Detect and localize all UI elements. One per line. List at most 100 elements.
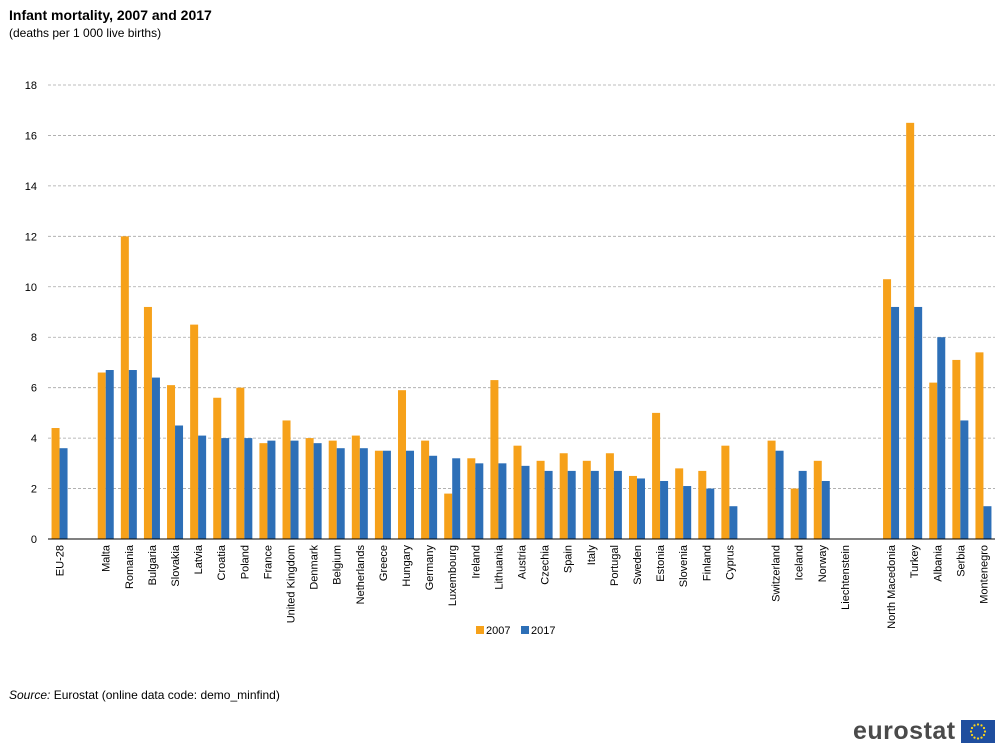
bar-2007-Montenegro (975, 352, 984, 539)
legend-label-2007: 2007 (486, 625, 510, 637)
x-tick-label: Luxembourg (447, 545, 459, 606)
x-tick-label: Denmark (309, 545, 321, 590)
bar-2007-EU-28 (51, 428, 60, 539)
x-tick-label: Switzerland (771, 545, 783, 602)
bar-2017-Denmark (313, 443, 322, 539)
bar-2017-Luxembourg (452, 458, 461, 539)
logo-text: eurostat (853, 716, 956, 745)
y-tick-label: 10 (25, 282, 37, 294)
x-tick-label: Slovakia (170, 544, 182, 586)
bar-2007-Malta (97, 372, 106, 539)
x-tick-label: United Kingdom (286, 545, 298, 623)
bar-2007-Netherlands (351, 435, 360, 539)
bar-2017-Croatia (221, 438, 230, 539)
bar-2017-Switzerland (775, 450, 784, 539)
y-tick-label: 0 (31, 534, 37, 546)
bar-2007-Norway (813, 460, 822, 539)
bar-2017-Lithuania (498, 463, 507, 539)
bar-2017-Cyprus (729, 506, 738, 539)
source-text: Eurostat (online data code: demo_minfind… (53, 688, 280, 702)
x-tick-label: Latvia (193, 544, 205, 574)
x-tick-label: Albania (932, 544, 944, 582)
x-tick-label: Spain (563, 545, 575, 573)
bar-2007-Spain (559, 453, 568, 539)
x-tick-label: Iceland (794, 545, 806, 580)
x-tick-label: Bulgaria (147, 544, 159, 585)
source-label: Source: (9, 688, 51, 702)
x-tick-label: Poland (239, 545, 251, 579)
bar-2007-United Kingdom (282, 420, 291, 539)
bar-2007-Switzerland (767, 440, 776, 539)
x-tick-label: Malta (101, 544, 113, 572)
bar-2007-Cyprus (721, 445, 730, 539)
x-tick-label: Portugal (609, 545, 621, 586)
x-tick-label: EU-28 (55, 545, 67, 576)
y-tick-label: 2 (31, 484, 37, 496)
bar-2007-Romania (120, 236, 129, 540)
x-tick-label: France (262, 545, 274, 579)
y-tick-label: 18 (25, 80, 37, 92)
bar-2007-Lithuania (490, 380, 499, 539)
bar-2017-EU-28 (59, 448, 68, 539)
bar-2007-Iceland (790, 488, 799, 539)
x-tick-label: Montenegro (978, 545, 990, 604)
y-tick-label: 4 (31, 433, 37, 445)
x-tick-label: Croatia (216, 544, 228, 580)
chart-subtitle: (deaths per 1 000 live births) (9, 26, 162, 40)
bar-2007-Luxembourg (444, 493, 453, 539)
bar-2017-Netherlands (359, 448, 368, 539)
bar-chart: 0 2 4 6 8 10 12 14 16 18 EU-28 Malta Romania Bulgari… (25, 80, 995, 637)
bar-2017-Serbia (960, 420, 969, 539)
bar-2017-North Macedonia (891, 306, 900, 539)
x-tick-label: Belgium (332, 545, 344, 585)
y-tick-label: 8 (31, 332, 37, 344)
y-axis-ticks: 0 2 4 6 8 10 12 14 16 18 (25, 80, 37, 546)
bar-2017-Albania (937, 337, 946, 539)
bar-2007-Albania (929, 382, 938, 539)
bar-2017-France (267, 440, 276, 539)
bar-2017-Italy (590, 470, 599, 539)
x-tick-label: Greece (378, 545, 390, 581)
bar-2017-Bulgaria (151, 377, 160, 539)
bar-2017-Iceland (798, 470, 807, 539)
bar-2007-Sweden (628, 475, 637, 539)
bar-2017-Romania (128, 370, 137, 539)
bar-2007-Germany (421, 440, 430, 539)
bar-2017-Malta (105, 370, 114, 539)
bar-2017-Turkey (914, 306, 923, 539)
x-tick-label: Norway (817, 545, 829, 583)
bar-2017-Estonia (660, 480, 669, 539)
bar-2017-Ireland (475, 463, 484, 539)
y-tick-label: 16 (25, 130, 37, 142)
x-tick-label: Lithuania (493, 544, 505, 590)
bar-2007-Bulgaria (143, 306, 152, 539)
x-tick-label: Ireland (470, 545, 482, 579)
bar-2007-Austria (513, 445, 522, 539)
grid-lines (48, 84, 995, 489)
bar-2017-Belgium (336, 448, 345, 539)
bar-2017-Sweden (636, 478, 645, 539)
x-tick-label: Romania (124, 544, 136, 589)
x-tick-label: Turkey (909, 545, 921, 579)
eu-flag-icon (960, 719, 995, 743)
bar-2007-Croatia (213, 397, 222, 539)
x-tick-label: North Macedonia (886, 544, 898, 629)
x-tick-label: Serbia (955, 544, 967, 577)
bar-2017-Latvia (198, 435, 207, 539)
bar-2007-Hungary (398, 390, 407, 539)
bar-2007-Ireland (467, 458, 476, 539)
bars (51, 122, 992, 540)
x-axis-labels: EU-28 Malta Romania Bulgaria Slovakia Latvia C… (55, 544, 991, 629)
bar-2017-Germany (429, 455, 438, 539)
bar-2007-Slovenia (675, 468, 684, 539)
bar-2017-Portugal (613, 470, 622, 539)
eurostat-logo: eurostat (853, 716, 995, 746)
bar-2007-Serbia (952, 359, 961, 539)
bar-2007-Finland (698, 470, 707, 539)
x-tick-label: Netherlands (355, 545, 367, 605)
x-tick-label: Germany (424, 545, 436, 591)
bar-2017-Slovenia (683, 486, 692, 539)
bar-2017-Greece (382, 450, 391, 539)
bar-2007-Portugal (605, 453, 614, 539)
bar-2017-Hungary (406, 450, 415, 539)
